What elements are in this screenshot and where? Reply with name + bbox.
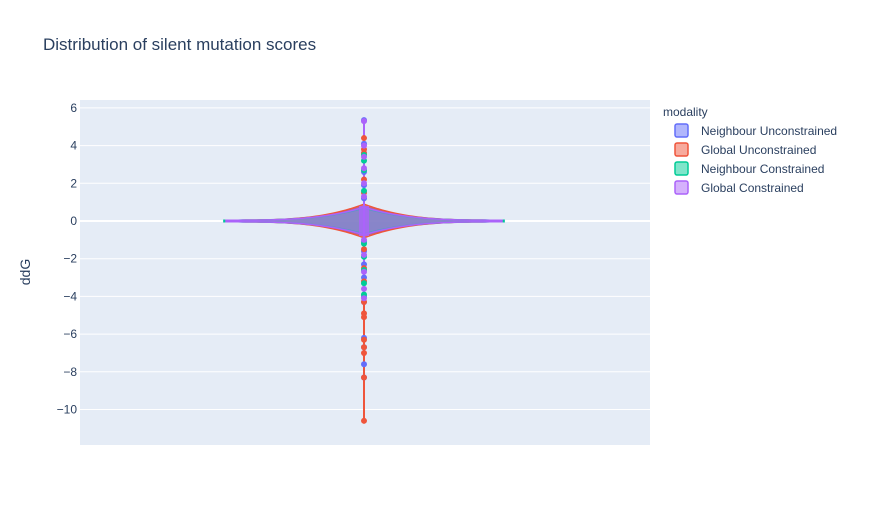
outlier-point — [361, 361, 367, 368]
outlier-point — [361, 236, 367, 243]
y-tick-label: −8 — [63, 365, 77, 379]
outlier-point — [361, 314, 367, 321]
legend-swatch — [674, 123, 689, 138]
chart-title: Distribution of silent mutation scores — [43, 35, 316, 54]
outlier-point — [361, 251, 367, 258]
outlier-point — [361, 268, 367, 275]
legend: modality Neighbour Unconstrained Global U… — [663, 105, 837, 195]
outlier-point — [361, 135, 367, 142]
legend-item-label: Neighbour Constrained — [701, 162, 824, 176]
y-tick-label: 6 — [70, 101, 77, 115]
y-tick-label: 4 — [70, 139, 77, 153]
y-tick-labels: 6 4 2 0 −2 −4 −6 −8 −10 — [57, 101, 78, 417]
outlier-point — [361, 336, 367, 343]
legend-swatch — [674, 142, 689, 157]
y-tick-label: −2 — [63, 252, 77, 266]
y-tick-label: 0 — [70, 214, 77, 228]
legend-item-label: Global Unconstrained — [701, 143, 816, 157]
legend-swatch — [674, 161, 689, 176]
y-tick-label: −6 — [63, 327, 77, 341]
legend-item-label: Neighbour Unconstrained — [701, 124, 837, 138]
legend-swatch — [674, 180, 689, 195]
outlier-point — [361, 142, 367, 149]
legend-item-label: Global Constrained — [701, 181, 804, 195]
outlier-point — [361, 246, 367, 253]
outlier-point — [361, 285, 367, 292]
outlier-point — [361, 118, 367, 125]
outlier-point — [361, 153, 367, 160]
outlier-point — [361, 187, 367, 194]
outlier-point — [361, 374, 367, 381]
outlier-point — [361, 193, 367, 200]
y-axis-title: ddG — [17, 259, 33, 285]
outlier-point — [361, 417, 367, 424]
outlier-point — [361, 295, 367, 302]
outlier-point — [361, 344, 367, 351]
y-tick-label: −10 — [57, 403, 78, 417]
outlier-point — [361, 349, 367, 356]
y-tick-label: 2 — [70, 176, 77, 190]
violins — [223, 117, 505, 424]
legend-title: modality — [663, 105, 708, 119]
violin-core — [359, 205, 369, 237]
outlier-point — [361, 165, 367, 172]
outlier-point — [361, 280, 367, 287]
outlier-point — [361, 180, 367, 187]
y-tick-label: −4 — [63, 289, 77, 303]
